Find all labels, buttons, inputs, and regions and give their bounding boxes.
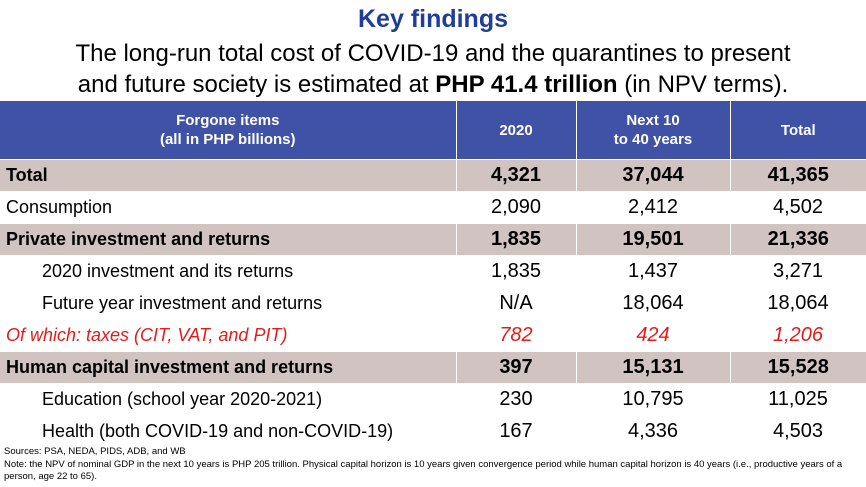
header-2020: 2020 — [455, 101, 576, 160]
header-next-years-line2: to 40 years — [613, 131, 693, 148]
cell-2020: 4,321 — [455, 159, 576, 192]
subtitle: The long-run total cost of COVID-19 and … — [0, 38, 866, 100]
cell-next-years: 1,437 — [576, 255, 730, 288]
cell-2020: 167 — [456, 415, 576, 447]
subtitle-line-1: The long-run total cost of COVID-19 and … — [75, 40, 791, 67]
table-row-2020-investment: 2020 investment and its returns 1,835 1,… — [0, 255, 866, 288]
findings-table: Forgone items (all in PHP billions) 2020… — [0, 101, 866, 447]
cell-next-years: 18,064 — [576, 287, 730, 320]
header-total: Total — [729, 101, 866, 160]
cell-2020: N/A — [456, 287, 576, 320]
cell-next-years: 2,412 — [576, 191, 730, 224]
table-row-human-capital: Human capital investment and returns 397… — [0, 351, 866, 384]
cell-2020: 782 — [456, 319, 576, 352]
header-next-years: Next 10 to 40 years — [575, 101, 730, 160]
header-forgone-items-line2: (all in PHP billions) — [159, 131, 296, 148]
cell-next-years: 19,501 — [575, 223, 730, 256]
cell-2020: 2,090 — [456, 191, 576, 224]
subtitle-highlight: PHP 41.4 trillion — [435, 71, 618, 98]
cell-next-years: 4,336 — [576, 415, 730, 447]
cell-total: 3,271 — [730, 255, 866, 288]
cell-next-years: 10,795 — [576, 383, 730, 416]
methodology-note: Note: the NPV of nominal GDP in the next… — [4, 458, 843, 483]
cell-total: 1,206 — [730, 319, 866, 352]
row-label: 2020 investment and its returns — [0, 255, 456, 288]
header-next-years-line1: Next 10 — [626, 112, 680, 129]
row-label: Future year investment and returns — [0, 287, 456, 320]
table-row-total: Total 4,321 37,044 41,365 — [0, 159, 866, 192]
cell-next-years: 37,044 — [575, 159, 730, 192]
row-label: Consumption — [0, 191, 456, 224]
footnotes: Sources: PSA, NEDA, PIDS, ADB, and WB No… — [4, 446, 864, 484]
row-label: Private investment and returns — [0, 223, 456, 256]
table-row-private-investment: Private investment and returns 1,835 19,… — [0, 223, 866, 256]
table-row-education: Education (school year 2020-2021) 230 10… — [0, 383, 866, 416]
header-forgone-items: Forgone items (all in PHP billions) — [0, 101, 456, 160]
cell-2020: 1,835 — [456, 255, 576, 288]
cell-2020: 1,835 — [455, 223, 576, 256]
cell-total: 21,336 — [729, 223, 866, 256]
cell-total: 4,503 — [730, 415, 866, 447]
table-row-taxes: Of which: taxes (CIT, VAT, and PIT) 782 … — [0, 319, 866, 352]
table-header: Forgone items (all in PHP billions) 2020… — [0, 101, 866, 160]
cell-total: 4,502 — [730, 191, 866, 224]
subtitle-text-end: (in NPV terms). — [617, 71, 789, 98]
sources-note: Sources: PSA, NEDA, PIDS, ADB, and WB — [4, 446, 186, 457]
table-row-consumption: Consumption 2,090 2,412 4,502 — [0, 191, 866, 224]
row-label: Human capital investment and returns — [0, 351, 456, 384]
header-forgone-items-line1: Forgone items — [176, 112, 280, 129]
cell-total: 18,064 — [730, 287, 866, 320]
header-row: Forgone items (all in PHP billions) 2020… — [0, 101, 866, 160]
cell-total: 41,365 — [729, 159, 866, 192]
table-body: Total 4,321 37,044 41,365 Consumption 2,… — [0, 159, 866, 447]
cell-total: 11,025 — [730, 383, 866, 416]
subtitle-line-2: and future society is estimated at PHP 4… — [0, 69, 866, 100]
table-row-future-investment: Future year investment and returns N/A 1… — [0, 287, 866, 320]
cell-next-years: 15,131 — [575, 351, 730, 384]
table-row-health: Health (both COVID-19 and non-COVID-19) … — [0, 415, 866, 447]
cell-2020: 230 — [456, 383, 576, 416]
subtitle-text: and future society is estimated at — [77, 71, 436, 98]
row-label: Total — [0, 159, 456, 192]
cell-2020: 397 — [455, 351, 576, 384]
cell-total: 15,528 — [729, 351, 866, 384]
cell-next-years: 424 — [576, 319, 730, 352]
row-label: Health (both COVID-19 and non-COVID-19) — [0, 415, 456, 447]
page-title: Key findings — [357, 5, 508, 33]
row-label: Of which: taxes (CIT, VAT, and PIT) — [0, 319, 456, 352]
row-label: Education (school year 2020-2021) — [0, 383, 456, 416]
